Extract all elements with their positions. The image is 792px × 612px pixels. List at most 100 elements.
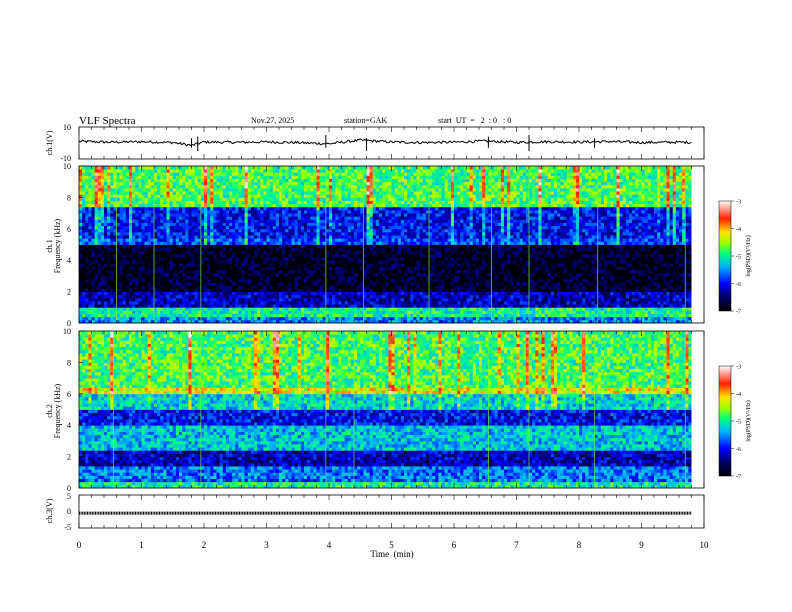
spectrogram-cell [141,288,146,292]
spectrogram-cell [285,175,289,179]
spectrogram-cell [379,238,383,242]
spectrogram-cell [238,206,242,211]
spectrogram-cell [207,200,211,205]
spectrogram-cell [147,194,152,198]
spectrogram-cell [316,222,321,227]
spectrogram-cell [110,203,114,208]
spectrogram-cell [347,231,352,236]
spectrogram-cell [235,282,239,286]
spectrogram-cell [225,206,230,211]
spectrogram-cell [372,241,377,245]
spectrogram-cell [182,310,186,314]
spectrogram-cell [297,184,302,189]
spectrogram-cell [232,263,236,267]
spectrogram-cell [188,235,192,239]
spectrogram-cell [141,191,146,195]
spectrogram-cell [304,169,308,173]
spectrogram-cell [360,272,364,277]
spectrogram-cell [260,194,264,198]
spectrogram-cell [163,225,167,230]
spectrogram-cell [150,235,155,239]
spectrogram-cell [354,178,358,183]
spectrogram-cell [269,228,274,233]
spectrogram-cell [166,206,171,211]
spectrogram-cell [285,225,289,230]
spectrogram-cell [304,269,308,274]
spectrogram-cell [338,191,342,195]
spectrogram-cell [269,231,274,236]
spectrogram-cell [325,194,330,198]
spectrogram-cell [272,197,277,201]
spectrogram-cell [188,313,192,318]
spectrogram-cell [375,231,380,236]
spectrogram-cell [244,209,249,214]
spectrogram-cell [232,225,236,230]
spectrogram-cell [338,310,342,314]
spectrogram-cell [341,175,346,179]
spectrogram-cell [235,304,239,308]
spectrogram-cell [369,197,374,201]
spectrogram-cell [194,269,199,274]
spectrogram-cell [169,219,174,223]
spectrogram-cell [138,285,142,289]
spectrogram-cell [344,209,349,214]
spectrogram-cell [147,225,152,230]
spectrogram-cell [313,294,317,299]
spectrogram-cell [375,291,380,296]
spectrogram-cell [250,253,255,258]
spectrogram-cell [382,244,386,249]
spectrogram-cell [357,225,361,230]
spectrogram-cell [179,260,183,264]
spectrogram-cell [279,247,283,252]
spectrogram-cell [207,304,211,308]
spectrogram-cell [366,250,371,255]
spectrogram-cell [197,250,202,255]
spectrogram-cell [194,266,199,271]
spectrogram-cell [172,191,177,195]
spectrogram-cell [188,250,192,255]
spectrogram-cell [222,178,227,183]
spectrogram-cell [313,219,317,223]
spectrogram-cell [300,169,305,173]
spectrogram-cell [294,297,299,302]
spectrogram-cell [154,200,158,205]
spectrogram-cell [241,241,246,245]
spectrogram-cell [332,282,336,286]
spectrogram-cell [113,172,117,176]
spectrogram-cell [325,297,330,302]
spectrogram-cell [272,231,277,236]
spectrogram-cell [166,272,171,277]
spectrogram-cell [232,316,236,321]
spectrogram-cell [207,181,211,186]
spectrogram-cell [375,304,380,308]
spectrogram-cell [207,184,211,189]
spectrogram-cell [260,297,264,302]
spectrogram-cell [107,282,111,286]
spectrogram-cell [257,191,261,195]
spectrogram-cell [347,257,352,261]
spectrogram-cell [335,203,339,208]
spectrogram-cell [325,307,330,311]
spectrogram-cell [238,166,242,170]
spectrogram-cell [157,241,161,245]
spectrogram-cell [169,187,174,192]
spectrogram-cell [91,206,96,211]
spectrogram-cell [122,250,127,255]
spectrogram-cell [197,301,202,305]
spectrogram-cell [291,260,296,264]
spectrogram-cell [97,228,102,233]
spectrogram-cell [291,272,296,277]
spectrogram-cell [194,216,199,220]
spectrogram-cell [329,228,333,233]
spectrogram-cell [191,260,196,264]
spectrogram-cell [147,166,152,170]
spectrogram-cell [122,175,127,179]
spectrogram-cell [350,260,355,264]
spectrogram-cell [182,253,186,258]
spectrogram-cell [225,313,230,318]
spectrogram-cell [354,319,358,324]
spectrogram-cell [163,279,167,283]
spectrogram-cell [235,213,239,217]
spectrogram-cell [338,282,342,286]
spectrogram-cell [279,304,283,308]
